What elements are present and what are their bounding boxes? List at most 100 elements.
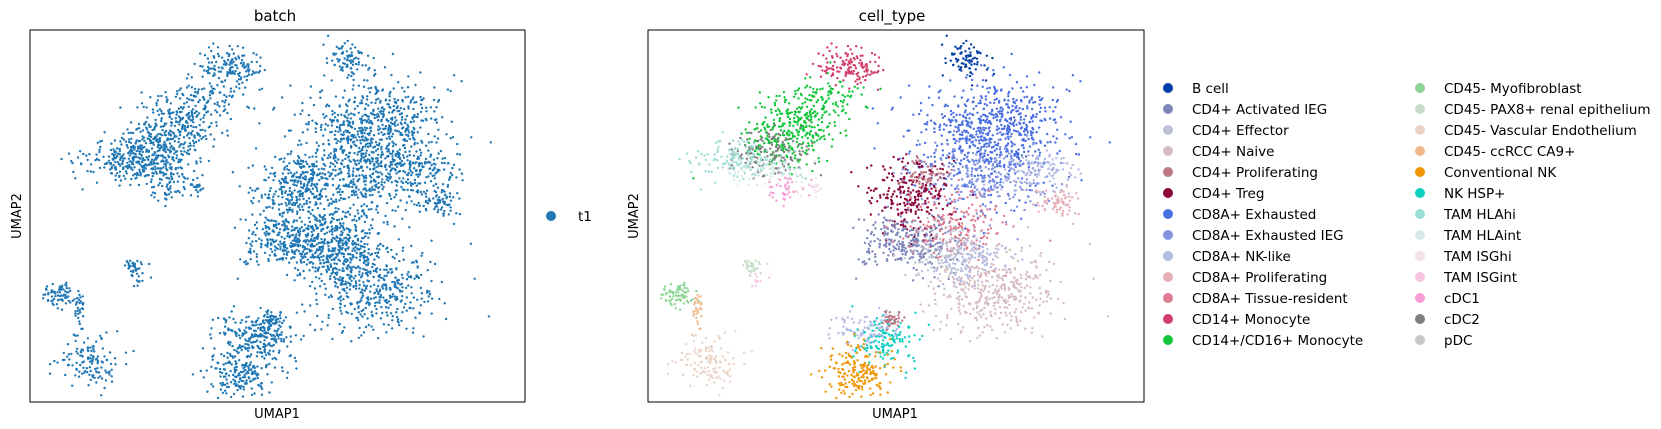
cell-type-point bbox=[1046, 141, 1049, 144]
batch-point bbox=[335, 262, 338, 266]
batch-point bbox=[263, 68, 266, 72]
batch-point bbox=[347, 123, 350, 126]
batch-point bbox=[391, 209, 394, 212]
batch-point bbox=[390, 248, 393, 252]
batch-point bbox=[369, 253, 372, 257]
batch-point bbox=[395, 119, 398, 122]
batch-point bbox=[83, 371, 86, 374]
batch-point bbox=[401, 276, 404, 280]
batch-point bbox=[302, 183, 306, 187]
batch-point bbox=[182, 143, 185, 146]
batch-point bbox=[273, 193, 276, 196]
batch-point bbox=[108, 162, 112, 165]
batch-point bbox=[458, 197, 461, 200]
batch-point bbox=[318, 285, 322, 288]
batch-point bbox=[441, 183, 445, 186]
batch-point bbox=[292, 174, 295, 177]
batch-point bbox=[330, 79, 333, 82]
batch-point bbox=[267, 328, 270, 332]
batch-point bbox=[427, 132, 430, 136]
batch-point bbox=[196, 131, 199, 135]
batch-point bbox=[361, 145, 365, 149]
batch-point bbox=[256, 365, 259, 368]
batch-point bbox=[147, 137, 151, 141]
batch-point bbox=[251, 164, 255, 167]
batch-point bbox=[222, 375, 226, 378]
batch-point bbox=[426, 269, 429, 272]
batch-point bbox=[302, 334, 305, 338]
batch-point bbox=[191, 373, 195, 376]
batch-point bbox=[300, 261, 303, 264]
batch-point bbox=[374, 141, 378, 144]
batch-point bbox=[384, 98, 388, 101]
batch-point bbox=[231, 171, 235, 174]
batch-point bbox=[410, 200, 413, 203]
batch-point bbox=[415, 184, 418, 187]
batch-point bbox=[311, 266, 314, 269]
batch-point bbox=[325, 114, 328, 118]
batch-point bbox=[154, 170, 157, 173]
cell-type-point bbox=[947, 131, 951, 134]
batch-point bbox=[283, 227, 287, 230]
batch-point bbox=[129, 259, 132, 262]
batch-point bbox=[412, 296, 416, 299]
batch-point bbox=[363, 113, 366, 116]
batch-point bbox=[250, 333, 254, 336]
batch-point bbox=[445, 195, 449, 199]
cell-type-point bbox=[990, 157, 993, 161]
batch-point bbox=[380, 183, 383, 187]
batch-point bbox=[374, 170, 378, 173]
batch-point bbox=[309, 85, 313, 88]
batch-point bbox=[327, 296, 331, 299]
batch-point bbox=[435, 121, 438, 124]
batch-point bbox=[218, 105, 221, 108]
batch-point bbox=[195, 162, 198, 165]
batch-point bbox=[421, 251, 424, 255]
batch-point bbox=[365, 284, 368, 288]
batch-point bbox=[347, 239, 351, 243]
batch-point bbox=[270, 344, 274, 348]
batch-point bbox=[89, 354, 93, 357]
batch-point bbox=[136, 145, 140, 148]
batch-point bbox=[138, 139, 142, 143]
batch-point bbox=[220, 371, 224, 375]
batch-point bbox=[310, 182, 314, 185]
cell-type-point bbox=[999, 178, 1003, 181]
batch-point bbox=[352, 203, 355, 206]
cell-type-point bbox=[1039, 98, 1043, 102]
batch-point bbox=[303, 277, 306, 280]
batch-point bbox=[397, 238, 400, 241]
batch-point bbox=[404, 96, 407, 99]
batch-point bbox=[185, 77, 189, 80]
batch-point bbox=[226, 134, 229, 137]
batch-point bbox=[167, 154, 170, 157]
batch-point bbox=[213, 347, 216, 350]
batch-point bbox=[323, 74, 326, 77]
batch-point bbox=[272, 195, 275, 198]
cell-type-point bbox=[933, 160, 937, 163]
batch-point bbox=[333, 165, 337, 168]
batch-point bbox=[396, 320, 399, 323]
batch-point bbox=[414, 162, 417, 165]
batch-point bbox=[451, 136, 455, 139]
batch-point bbox=[308, 284, 312, 288]
cell-type-point bbox=[1009, 163, 1012, 166]
cell-type-point bbox=[1035, 142, 1038, 145]
batch-point bbox=[456, 152, 459, 156]
batch-point bbox=[255, 323, 258, 326]
batch-point bbox=[401, 246, 405, 249]
batch-point bbox=[343, 242, 347, 245]
batch-point bbox=[328, 202, 331, 205]
batch-point bbox=[224, 61, 227, 64]
batch-point bbox=[281, 196, 284, 199]
batch-point bbox=[81, 355, 84, 358]
batch-point bbox=[293, 172, 296, 175]
batch-point bbox=[274, 339, 277, 342]
batch-point bbox=[389, 125, 392, 128]
batch-point bbox=[451, 173, 454, 177]
batch-point bbox=[247, 166, 250, 169]
batch-point bbox=[79, 363, 82, 367]
batch-point bbox=[371, 227, 374, 230]
batch-point bbox=[320, 89, 324, 92]
batch-point bbox=[317, 232, 320, 236]
